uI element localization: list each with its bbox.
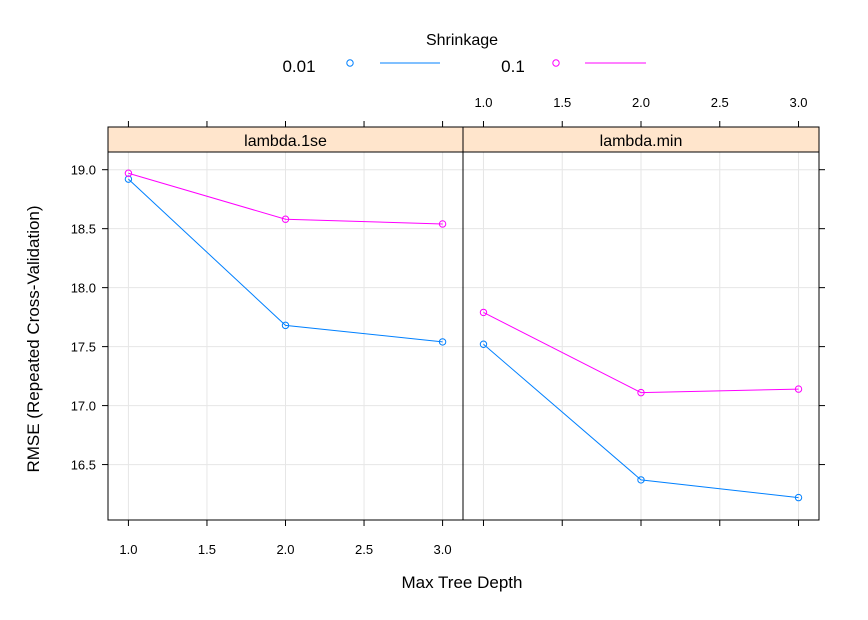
data-point-0.01-1 — [479, 340, 488, 348]
series-line-0.1 — [128, 172, 443, 225]
x-tick-label: 2.0 — [276, 542, 294, 557]
legend-title: Shrinkage — [426, 32, 498, 49]
data-point-0.1-3 — [794, 385, 803, 393]
y-tick-label: 17.5 — [71, 340, 96, 355]
series-line-0.01 — [128, 178, 443, 343]
series-line-0.1 — [483, 311, 799, 394]
legend: Shrinkage 0.01 0.1 — [282, 32, 646, 76]
x-tick-label: 3.0 — [434, 542, 452, 557]
panel-1: lambda.min 1.0 1.5 2.0 2.5 3.0 — [462, 95, 825, 526]
y-tick-label: 16.5 — [71, 458, 96, 473]
y-tick-label: 19.0 — [71, 163, 96, 178]
data-point-0.1-2 — [281, 215, 290, 223]
x-tick-label: 1.0 — [119, 542, 137, 557]
x-tick-label: 1.5 — [198, 542, 216, 557]
y-tick-label: 18.5 — [71, 222, 96, 237]
legend-label-1: 0.1 — [501, 57, 525, 76]
x-tick-label-top: 1.5 — [553, 95, 571, 110]
x-tick-label: 2.5 — [355, 542, 373, 557]
data-point-0.1-2 — [637, 388, 645, 397]
data-point-0.01-3 — [794, 493, 803, 502]
data-point-0.01-1 — [124, 175, 133, 183]
x-tick-label-top: 1.0 — [474, 95, 492, 110]
strip-label-1: lambda.min — [600, 133, 683, 150]
data-point-0.1-1 — [479, 308, 488, 317]
data-point-0.1-1 — [124, 169, 133, 177]
x-tick-label-top: 2.0 — [632, 95, 650, 110]
data-point-0.01-2 — [281, 321, 290, 330]
strip-label-0: lambda.1se — [244, 133, 327, 150]
series-line-0.01 — [483, 343, 799, 499]
x-axis-title: Max Tree Depth — [402, 573, 523, 592]
legend-marker-0 — [346, 59, 354, 67]
panel-0: lambda.1se 1.0 1.5 2.0 2.5 3.0 16.5 17.0 17.5 18.… — [71, 121, 464, 557]
legend-label-0: 0.01 — [282, 57, 315, 76]
panels: lambda.1se 1.0 1.5 2.0 2.5 3.0 16.5 17.0 17.5 18.… — [71, 95, 825, 557]
x-tick-label-top: 3.0 — [789, 95, 807, 110]
legend-marker-1 — [552, 59, 560, 67]
y-axis-title: RMSE (Repeated Cross-Validation) — [24, 205, 43, 472]
y-tick-label: 18.0 — [71, 281, 96, 296]
data-point-0.1-3 — [438, 220, 447, 228]
data-point-0.01-3 — [438, 338, 447, 346]
data-point-0.01-2 — [637, 476, 645, 484]
x-tick-label-top: 2.5 — [711, 95, 729, 110]
y-tick-label: 17.0 — [71, 399, 96, 414]
